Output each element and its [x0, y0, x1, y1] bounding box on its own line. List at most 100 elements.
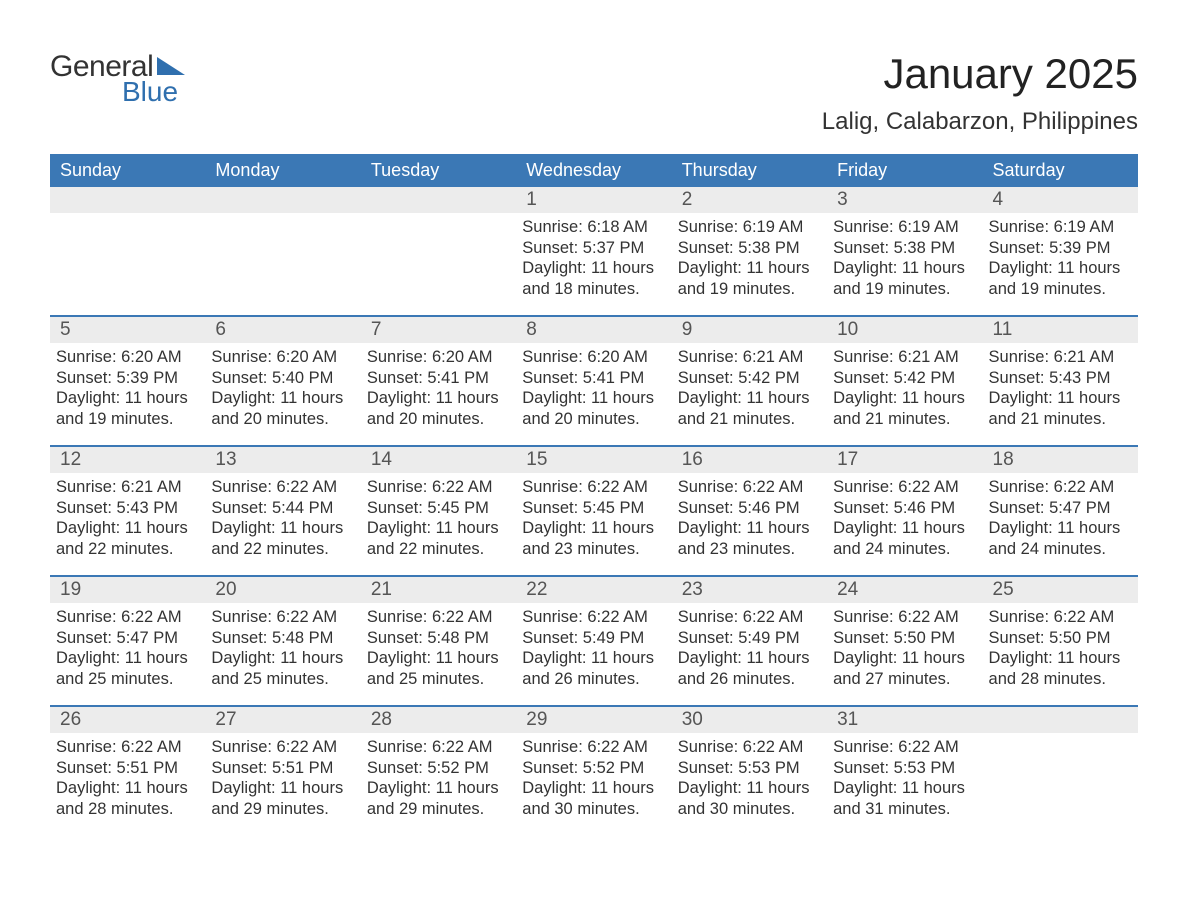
day-cell	[983, 707, 1138, 835]
daylight-text: Daylight: 11 hours and 21 minutes.	[678, 388, 817, 429]
day-cell: 15Sunrise: 6:22 AMSunset: 5:45 PMDayligh…	[516, 447, 671, 575]
day-number: 29	[516, 707, 671, 733]
sunrise-text: Sunrise: 6:22 AM	[522, 737, 661, 758]
day-cell: 27Sunrise: 6:22 AMSunset: 5:51 PMDayligh…	[205, 707, 360, 835]
day-body: Sunrise: 6:22 AMSunset: 5:46 PMDaylight:…	[827, 473, 982, 560]
day-body: Sunrise: 6:22 AMSunset: 5:53 PMDaylight:…	[827, 733, 982, 820]
day-cell: 9Sunrise: 6:21 AMSunset: 5:42 PMDaylight…	[672, 317, 827, 445]
day-number: 3	[827, 187, 982, 213]
sunrise-text: Sunrise: 6:21 AM	[678, 347, 817, 368]
day-body: Sunrise: 6:22 AMSunset: 5:51 PMDaylight:…	[50, 733, 205, 820]
day-body: Sunrise: 6:21 AMSunset: 5:42 PMDaylight:…	[827, 343, 982, 430]
sunset-text: Sunset: 5:41 PM	[522, 368, 661, 389]
sunset-text: Sunset: 5:48 PM	[211, 628, 350, 649]
day-number: 11	[983, 317, 1138, 343]
day-number: 15	[516, 447, 671, 473]
header: General Blue January 2025 Lalig, Calabar…	[50, 50, 1138, 136]
sunset-text: Sunset: 5:43 PM	[989, 368, 1128, 389]
day-body: Sunrise: 6:22 AMSunset: 5:48 PMDaylight:…	[361, 603, 516, 690]
daylight-text: Daylight: 11 hours and 23 minutes.	[522, 518, 661, 559]
sunset-text: Sunset: 5:43 PM	[56, 498, 195, 519]
day-number: 14	[361, 447, 516, 473]
daylight-text: Daylight: 11 hours and 20 minutes.	[367, 388, 506, 429]
sunset-text: Sunset: 5:49 PM	[522, 628, 661, 649]
day-body: Sunrise: 6:22 AMSunset: 5:50 PMDaylight:…	[827, 603, 982, 690]
daylight-text: Daylight: 11 hours and 29 minutes.	[367, 778, 506, 819]
sunrise-text: Sunrise: 6:20 AM	[522, 347, 661, 368]
daylight-text: Daylight: 11 hours and 30 minutes.	[678, 778, 817, 819]
day-cell: 23Sunrise: 6:22 AMSunset: 5:49 PMDayligh…	[672, 577, 827, 705]
sunset-text: Sunset: 5:49 PM	[678, 628, 817, 649]
day-body: Sunrise: 6:20 AMSunset: 5:41 PMDaylight:…	[516, 343, 671, 430]
day-body: Sunrise: 6:22 AMSunset: 5:46 PMDaylight:…	[672, 473, 827, 560]
day-cell	[50, 187, 205, 315]
sunset-text: Sunset: 5:48 PM	[367, 628, 506, 649]
sunset-text: Sunset: 5:51 PM	[211, 758, 350, 779]
day-body: Sunrise: 6:22 AMSunset: 5:49 PMDaylight:…	[516, 603, 671, 690]
sunrise-text: Sunrise: 6:22 AM	[56, 737, 195, 758]
day-number: 19	[50, 577, 205, 603]
sunrise-text: Sunrise: 6:19 AM	[833, 217, 972, 238]
day-cell: 6Sunrise: 6:20 AMSunset: 5:40 PMDaylight…	[205, 317, 360, 445]
day-body: Sunrise: 6:18 AMSunset: 5:37 PMDaylight:…	[516, 213, 671, 300]
sunrise-text: Sunrise: 6:22 AM	[211, 607, 350, 628]
sunrise-text: Sunrise: 6:22 AM	[367, 477, 506, 498]
day-body: Sunrise: 6:22 AMSunset: 5:51 PMDaylight:…	[205, 733, 360, 820]
day-cell: 19Sunrise: 6:22 AMSunset: 5:47 PMDayligh…	[50, 577, 205, 705]
sunrise-text: Sunrise: 6:22 AM	[367, 737, 506, 758]
day-cell: 20Sunrise: 6:22 AMSunset: 5:48 PMDayligh…	[205, 577, 360, 705]
day-body: Sunrise: 6:22 AMSunset: 5:45 PMDaylight:…	[361, 473, 516, 560]
day-number: 6	[205, 317, 360, 343]
sunrise-text: Sunrise: 6:22 AM	[211, 737, 350, 758]
sunrise-text: Sunrise: 6:21 AM	[833, 347, 972, 368]
daylight-text: Daylight: 11 hours and 27 minutes.	[833, 648, 972, 689]
daylight-text: Daylight: 11 hours and 26 minutes.	[678, 648, 817, 689]
day-number: 25	[983, 577, 1138, 603]
daylight-text: Daylight: 11 hours and 18 minutes.	[522, 258, 661, 299]
day-number: 21	[361, 577, 516, 603]
day-body: Sunrise: 6:22 AMSunset: 5:52 PMDaylight:…	[361, 733, 516, 820]
sunset-text: Sunset: 5:46 PM	[833, 498, 972, 519]
day-cell: 30Sunrise: 6:22 AMSunset: 5:53 PMDayligh…	[672, 707, 827, 835]
daylight-text: Daylight: 11 hours and 19 minutes.	[678, 258, 817, 299]
sunrise-text: Sunrise: 6:22 AM	[56, 607, 195, 628]
day-cell: 29Sunrise: 6:22 AMSunset: 5:52 PMDayligh…	[516, 707, 671, 835]
sunset-text: Sunset: 5:52 PM	[522, 758, 661, 779]
day-cell: 4Sunrise: 6:19 AMSunset: 5:39 PMDaylight…	[983, 187, 1138, 315]
day-number	[205, 187, 360, 213]
sunrise-text: Sunrise: 6:20 AM	[367, 347, 506, 368]
sunrise-text: Sunrise: 6:22 AM	[989, 477, 1128, 498]
day-number: 8	[516, 317, 671, 343]
sunrise-text: Sunrise: 6:21 AM	[989, 347, 1128, 368]
day-body: Sunrise: 6:21 AMSunset: 5:42 PMDaylight:…	[672, 343, 827, 430]
calendar: Sunday Monday Tuesday Wednesday Thursday…	[50, 154, 1138, 835]
day-header: Thursday	[672, 154, 827, 187]
daylight-text: Daylight: 11 hours and 20 minutes.	[211, 388, 350, 429]
daylight-text: Daylight: 11 hours and 29 minutes.	[211, 778, 350, 819]
day-cell: 13Sunrise: 6:22 AMSunset: 5:44 PMDayligh…	[205, 447, 360, 575]
day-cell	[361, 187, 516, 315]
daylight-text: Daylight: 11 hours and 21 minutes.	[989, 388, 1128, 429]
daylight-text: Daylight: 11 hours and 21 minutes.	[833, 388, 972, 429]
sunset-text: Sunset: 5:46 PM	[678, 498, 817, 519]
sunrise-text: Sunrise: 6:22 AM	[833, 737, 972, 758]
day-cell: 10Sunrise: 6:21 AMSunset: 5:42 PMDayligh…	[827, 317, 982, 445]
location: Lalig, Calabarzon, Philippines	[822, 108, 1138, 136]
day-cell: 2Sunrise: 6:19 AMSunset: 5:38 PMDaylight…	[672, 187, 827, 315]
daylight-text: Daylight: 11 hours and 26 minutes.	[522, 648, 661, 689]
sunrise-text: Sunrise: 6:22 AM	[678, 737, 817, 758]
day-number: 20	[205, 577, 360, 603]
sunset-text: Sunset: 5:38 PM	[833, 238, 972, 259]
day-number: 10	[827, 317, 982, 343]
daylight-text: Daylight: 11 hours and 22 minutes.	[56, 518, 195, 559]
day-body: Sunrise: 6:22 AMSunset: 5:48 PMDaylight:…	[205, 603, 360, 690]
logo-triangle-icon	[157, 57, 185, 75]
sunrise-text: Sunrise: 6:22 AM	[522, 607, 661, 628]
logo-word2: Blue	[122, 76, 178, 108]
daylight-text: Daylight: 11 hours and 19 minutes.	[833, 258, 972, 299]
sunset-text: Sunset: 5:37 PM	[522, 238, 661, 259]
day-header: Friday	[827, 154, 982, 187]
day-body: Sunrise: 6:22 AMSunset: 5:49 PMDaylight:…	[672, 603, 827, 690]
day-body: Sunrise: 6:22 AMSunset: 5:52 PMDaylight:…	[516, 733, 671, 820]
day-body: Sunrise: 6:20 AMSunset: 5:40 PMDaylight:…	[205, 343, 360, 430]
